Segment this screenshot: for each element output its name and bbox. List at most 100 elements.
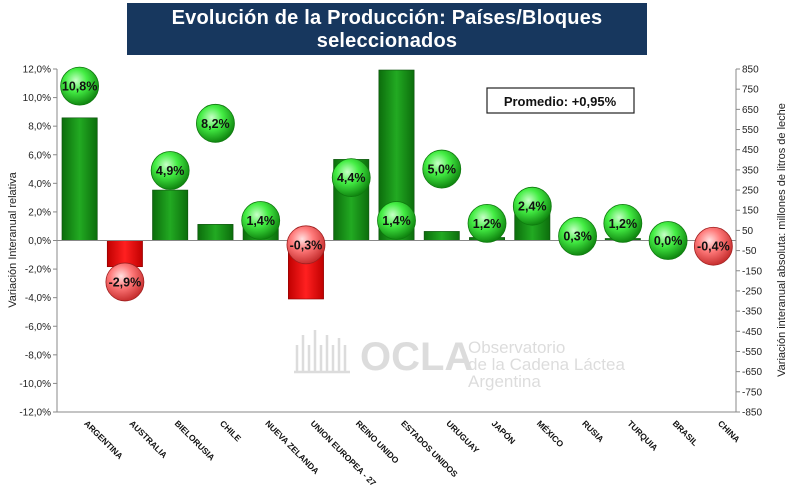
category-label: AUSTRALIA xyxy=(127,418,169,460)
category-label: ARGENTINA xyxy=(82,418,125,461)
right-tick-label: -350 xyxy=(742,307,762,318)
bubble-circle xyxy=(648,221,688,260)
bubble-circle xyxy=(512,186,552,226)
bubble-rusia: 0,3% xyxy=(558,216,597,256)
left-tick-label: 2,0% xyxy=(28,207,51,218)
left-tick-label: -12,0% xyxy=(19,408,51,419)
category-labels: ARGENTINA AUSTRALIA BIELORUSIA CHILE NUEVA Z… xyxy=(82,418,742,489)
right-tick-label: 50 xyxy=(742,226,754,237)
average-annotation: Promedio: +0,95% xyxy=(486,87,635,114)
category-label: JAPÓN xyxy=(490,418,518,446)
left-tick-label: 4,0% xyxy=(28,179,51,190)
bubble-circle xyxy=(286,225,326,265)
right-tick-label: 750 xyxy=(742,85,759,96)
bubble-label: -0,4% xyxy=(697,240,730,254)
category-label: RUSIA xyxy=(580,418,606,444)
watermark: OCLA Observatorio de la Cadena Láctea Ar… xyxy=(294,330,625,391)
bubble-m-xico: 2,4% xyxy=(512,186,552,226)
bubble-uruguay: 5,0% xyxy=(422,149,462,189)
left-axis-title: Variación Interanual relativa xyxy=(7,171,19,307)
bubble-australia: -2,9% xyxy=(105,262,145,302)
bubble-circle xyxy=(558,216,597,256)
bubble-nueva-zelanda: 1,4% xyxy=(241,201,281,240)
bubble-union-europea-27: -0,3% xyxy=(286,225,326,265)
bubble-label: -0,3% xyxy=(290,238,323,252)
bar-bielorusia xyxy=(152,189,189,241)
right-tick-label: 850 xyxy=(742,65,759,76)
left-tick-label: -4,0% xyxy=(25,293,51,304)
bubble-circle xyxy=(241,201,281,240)
right-tick-label: -650 xyxy=(742,367,762,378)
left-tick-label: 12,0% xyxy=(23,65,51,76)
right-tick-label: 650 xyxy=(742,105,759,116)
right-axis-title: Variación interanual absoluta: millones … xyxy=(776,103,788,377)
left-tick-label: 6,0% xyxy=(28,150,51,161)
bubble-label: 10,8% xyxy=(62,80,97,94)
category-label: URUGUAY xyxy=(444,418,481,455)
right-tick-label: -850 xyxy=(742,408,762,419)
category-label: BIELORUSIA xyxy=(173,418,217,462)
bars xyxy=(61,69,732,300)
category-label: MÉXICO xyxy=(535,418,566,449)
watermark-logo-text: OCLA xyxy=(360,335,473,379)
bubble-circle xyxy=(693,226,733,266)
bubble-label: 1,4% xyxy=(246,214,275,228)
right-tick-label: -750 xyxy=(742,387,762,398)
bubble-label: -2,9% xyxy=(109,275,142,289)
bubble-label: 1,2% xyxy=(609,217,638,231)
bubble-reino-unido: 4,4% xyxy=(331,158,371,198)
bubble-circle xyxy=(105,262,145,302)
average-box xyxy=(486,87,635,114)
right-axis-ticks: 850 750 650 550 450 350 250 150 50 -50 -150 -250 -35… xyxy=(736,65,762,419)
category-label: CHINA xyxy=(716,418,742,444)
bubble-circle xyxy=(377,201,416,240)
watermark-line3: Argentina xyxy=(468,372,541,391)
bubble-circle xyxy=(603,203,643,243)
bubble-circle xyxy=(150,151,190,190)
category-label: REINO UNIDO xyxy=(354,418,401,465)
bubble-circle xyxy=(60,66,100,106)
right-tick-label: 550 xyxy=(742,125,759,136)
right-tick-label: -250 xyxy=(742,286,762,297)
bubble-china: -0,4% xyxy=(693,226,733,266)
bubble-jap-n: 1,2% xyxy=(467,203,507,243)
bubble-label: 5,0% xyxy=(428,163,457,177)
bubble-label: 1,4% xyxy=(382,214,411,228)
left-tick-label: -6,0% xyxy=(25,322,51,333)
bubble-label: 0,0% xyxy=(654,234,683,248)
bubble-circle xyxy=(467,203,507,243)
bubble-circle xyxy=(331,158,371,198)
bubble-label: 8,2% xyxy=(201,117,230,131)
bubble-circle xyxy=(196,103,235,143)
right-tick-label: -450 xyxy=(742,327,762,338)
watermark-line2: de la Cadena Láctea xyxy=(468,355,625,374)
left-tick-label: 0,0% xyxy=(28,236,51,247)
left-tick-label: -8,0% xyxy=(25,350,51,361)
right-tick-label: 250 xyxy=(742,186,759,197)
category-label: CHILE xyxy=(218,418,243,443)
bubble-argentina: 10,8% xyxy=(60,66,100,106)
bubble-label: 0,3% xyxy=(563,230,592,244)
bubble-chile: 8,2% xyxy=(196,103,235,143)
bubble-turquia: 1,2% xyxy=(603,203,643,243)
right-tick-label: 350 xyxy=(742,165,759,176)
right-tick-label: -550 xyxy=(742,347,762,358)
category-label: BRASIL xyxy=(671,418,700,447)
left-tick-label: 8,0% xyxy=(28,122,51,133)
watermark-line1: Observatorio xyxy=(468,338,565,357)
bar-uruguay xyxy=(423,231,460,241)
category-label: TURQUIA xyxy=(625,418,659,452)
chart-title: Evolución de la Producción: Países/Bloqu… xyxy=(171,7,603,52)
left-axis-ticks: 12,0% 10,0% 8,0% 6,0% 4,0% 2,0% 0,0% -2,0% -4,0%… xyxy=(19,65,57,419)
right-tick-label: 150 xyxy=(742,206,759,217)
bubbles: 10,8% -2,9% 4,9% 8,2% 1,4% -0,3% 4,4% 1,4% 5,0% 1… xyxy=(60,66,733,302)
average-text: Promedio: +0,95% xyxy=(504,94,617,109)
left-tick-label: -10,0% xyxy=(19,379,51,390)
bar-chile xyxy=(197,224,234,241)
bubble-label: 4,9% xyxy=(156,164,185,178)
watermark-logo-icon xyxy=(294,330,350,374)
bubble-brasil: 0,0% xyxy=(648,221,688,260)
left-tick-label: 10,0% xyxy=(23,93,51,104)
bubble-label: 1,2% xyxy=(473,217,502,231)
